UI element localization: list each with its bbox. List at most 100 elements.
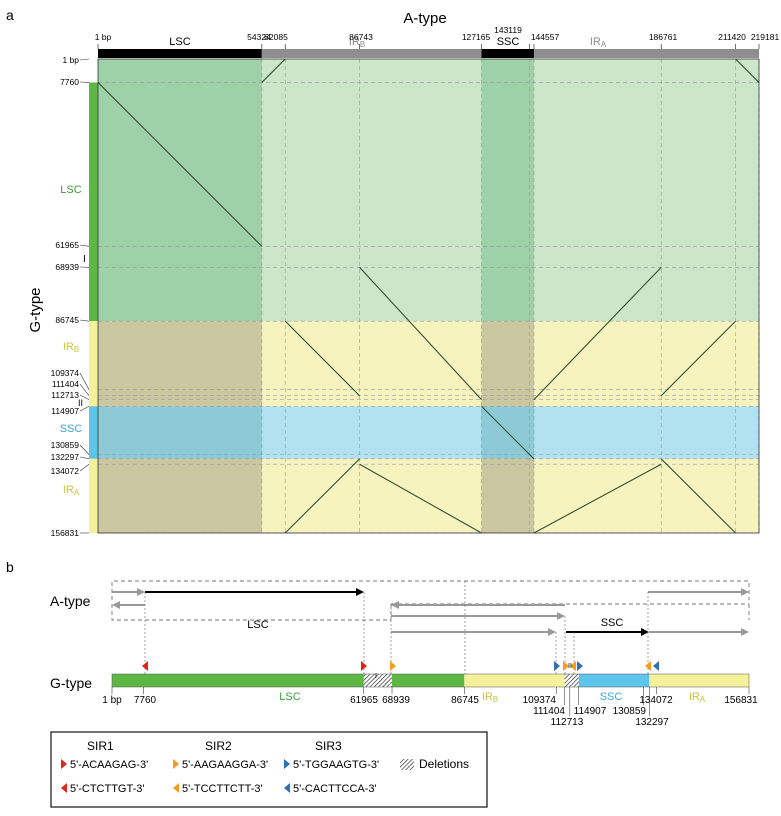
a-region-ira xyxy=(534,49,759,58)
sir3-marker-icon xyxy=(653,661,659,671)
sir3-marker-icon xyxy=(554,661,560,671)
arrow-grey-3-head xyxy=(741,588,749,596)
y-axis-ticks: 1 bp776061965689398674510937411140411271… xyxy=(51,55,89,538)
x-tick-label: 219181 xyxy=(751,32,780,42)
g-bar-label-ira: IRA xyxy=(689,691,706,704)
g-region-label-irb: IRB xyxy=(63,341,79,354)
legend-sir1-forward: 5'-ACAAGAG-3' xyxy=(70,759,148,771)
legend-sir2-forward: 5'-AAGAAGGA-3' xyxy=(182,759,268,771)
deletion-block-1 xyxy=(364,674,392,687)
x-tick-label: 1 bp xyxy=(95,32,112,42)
a-region-ssc xyxy=(481,49,533,58)
panel-b-roman-1: I xyxy=(375,673,377,680)
panel-a-x-title: A-type xyxy=(403,10,446,27)
y-tick-label: 1 bp xyxy=(62,55,79,65)
y-tick xyxy=(80,373,89,390)
panel-a-y-title: G-type xyxy=(27,287,44,332)
a-type-lsc-label: LSC xyxy=(247,619,268,631)
g-tick-label: 112713 xyxy=(551,717,584,728)
deletion-block-2 xyxy=(564,674,578,687)
panel-b-roman-2: II xyxy=(568,663,572,670)
g-tick-label: 111404 xyxy=(533,706,565,717)
legend-sir2-title: SIR2 xyxy=(205,739,232,753)
g-bar-label-ssc: SSC xyxy=(600,691,623,703)
a-type-arrows xyxy=(112,588,749,636)
sir3-marker-icon xyxy=(577,661,583,671)
x-tick-label: 186761 xyxy=(649,32,678,42)
g-bar-label-irb: IRB xyxy=(482,691,498,704)
x-tick-label: 127165 xyxy=(462,32,491,42)
y-tick xyxy=(80,320,89,321)
panel-b-label: b xyxy=(6,559,14,575)
g-bar-ira xyxy=(649,674,749,687)
a-region-lsc xyxy=(98,49,262,58)
band-overlay-ira-1 xyxy=(481,459,533,533)
legend-sir3-forward: 5'-TGGAAGTG-3' xyxy=(293,759,379,771)
g-tick-label: 7760 xyxy=(134,695,157,706)
band-overlay-ira-0 xyxy=(98,459,262,533)
panel-a-roman-2: II xyxy=(78,398,83,408)
g-region-lsc xyxy=(89,82,98,321)
x-tick-label: 86743 xyxy=(349,32,373,42)
g-tick-label: 132297 xyxy=(635,717,669,728)
legend-sir1-reverse: 5'-CTCTTGT-3' xyxy=(70,783,144,795)
g-region-label-ira: IRA xyxy=(63,484,80,497)
a-region-irb xyxy=(262,49,482,58)
g-region-ira xyxy=(89,459,98,533)
legend-sir3-reverse: 5'-CACTTCCA-3' xyxy=(293,783,377,795)
arrow-grey-4-head xyxy=(391,601,399,609)
a-type-label: A-type xyxy=(50,593,91,609)
arrow-grey-5-head xyxy=(557,612,565,620)
y-tick-label: 156831 xyxy=(51,528,80,538)
arrow-grey-1-head xyxy=(137,588,145,596)
band-overlay-ssc-0 xyxy=(98,406,262,459)
a-region-label-ssc: SSC xyxy=(497,36,520,48)
y-tick xyxy=(80,464,89,471)
band-overlay-lsc-1 xyxy=(481,59,533,321)
a-type-ssc-label: SSC xyxy=(601,617,624,629)
y-tick xyxy=(80,384,89,396)
g-tick-label: 1 bp xyxy=(102,695,122,706)
y-tick-label: 111404 xyxy=(52,379,79,389)
g-tick-label: 86745 xyxy=(451,695,479,706)
connector-lines xyxy=(145,581,648,674)
g-tick-label: 68939 xyxy=(382,695,410,706)
g-region-label-ssc: SSC xyxy=(60,423,83,435)
g-region-label-lsc: LSC xyxy=(60,184,81,196)
y-tick-label: 132297 xyxy=(51,452,80,462)
g-bar-label-lsc: LSC xyxy=(279,691,300,703)
band-overlay-lsc-0 xyxy=(98,59,262,321)
band-overlay-irb-1 xyxy=(481,321,533,406)
g-region-irb xyxy=(89,321,98,406)
deletion-swatch-icon xyxy=(400,759,414,770)
arrow-grey-7-head xyxy=(741,628,749,636)
a-region-label-ira: IRA xyxy=(590,36,607,49)
y-tick-label: 130859 xyxy=(51,440,80,450)
legend: SIR1 SIR2 SIR3 5'-ACAAGAG-3' 5'-CTCTTGT-… xyxy=(51,732,487,807)
x-tick-label: 144557 xyxy=(531,32,560,42)
g-region-ssc xyxy=(89,406,98,459)
dotplot-background xyxy=(98,59,759,533)
panel-a-roman-1: I xyxy=(83,254,86,265)
panel-a-label: a xyxy=(6,7,14,23)
y-tick-label: 114907 xyxy=(51,406,79,416)
y-tick xyxy=(80,245,89,246)
a-type-map xyxy=(112,581,749,620)
y-tick-label: 68939 xyxy=(55,262,79,272)
x-tick-label: 62085 xyxy=(264,32,288,42)
g-tick-label: 156831 xyxy=(724,695,758,706)
arrow-grey-2-head xyxy=(112,601,120,609)
arrow-grey-6-head xyxy=(548,628,556,636)
x-tick-label: 211420 xyxy=(718,32,746,42)
y-tick xyxy=(80,445,89,455)
g-tick-label: 61965 xyxy=(350,695,378,706)
g-bar-irb xyxy=(464,674,578,687)
legend-deletions: Deletions xyxy=(419,757,469,771)
y-tick-label: 7760 xyxy=(60,77,79,87)
y-tick-label: 112713 xyxy=(51,390,79,400)
y-tick xyxy=(80,59,89,60)
g-tick-label: 114907 xyxy=(574,706,607,717)
y-tick-label: 61965 xyxy=(55,240,79,250)
